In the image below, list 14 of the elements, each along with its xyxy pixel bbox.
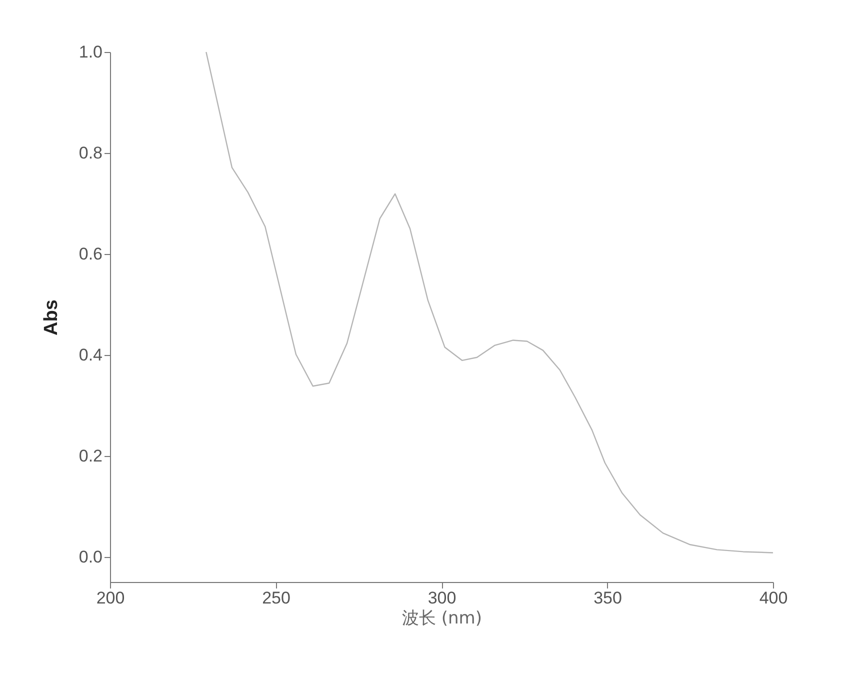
y-tick-label: 1.0 — [78, 42, 102, 62]
y-tick-label: 0.6 — [78, 244, 102, 264]
y-tick-label: 0.4 — [78, 345, 102, 364]
x-tick-label: 200 — [96, 588, 125, 608]
x-tick-label: 400 — [759, 588, 788, 608]
x-axis-title: 波长 (nm) — [402, 608, 482, 628]
y-tick-label: 0.0 — [78, 547, 102, 566]
x-tick-label: 250 — [262, 588, 290, 608]
y-axis-title: Abs — [40, 300, 62, 336]
x-tick-label: 300 — [428, 588, 456, 608]
line-series — [206, 51, 774, 554]
y-tick-label: 0.8 — [78, 143, 102, 162]
x-tick-label: 350 — [594, 588, 622, 608]
y-tick-label: 0.2 — [78, 446, 102, 466]
